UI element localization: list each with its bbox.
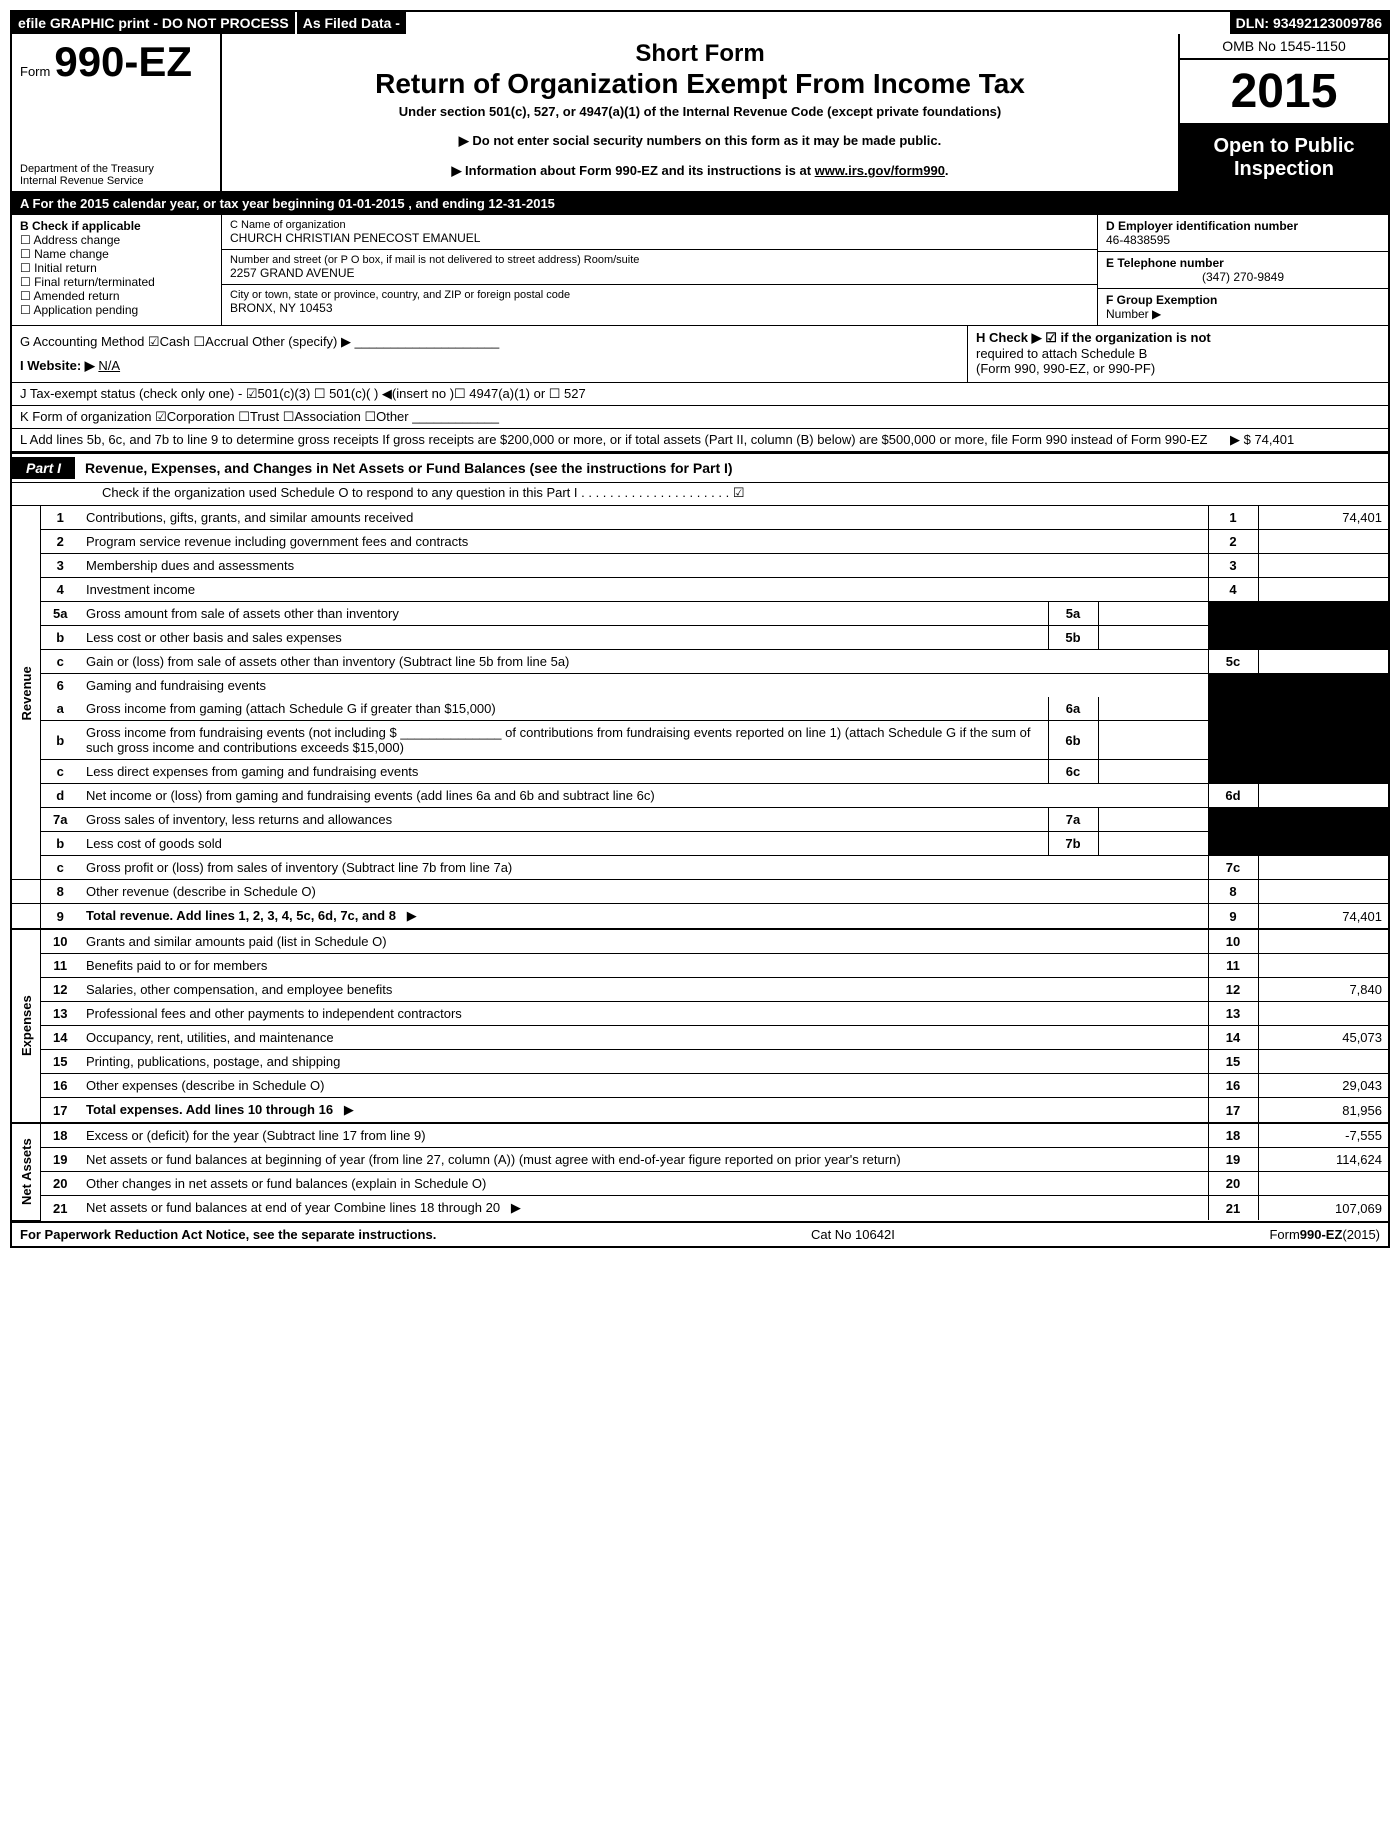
chk-pending[interactable]: Application pending xyxy=(20,303,213,317)
section-d: D Employer identification number 46-4838… xyxy=(1098,215,1388,325)
netassets-side-label: Net Assets xyxy=(12,1123,40,1220)
row-l: L Add lines 5b, 6c, and 7b to line 9 to … xyxy=(12,429,1388,452)
tax-year: 2015 xyxy=(1180,60,1388,125)
line-1-value: 74,401 xyxy=(1258,506,1388,530)
row-j: J Tax-exempt status (check only one) - ☑… xyxy=(12,383,1388,406)
ein-label: D Employer identification number xyxy=(1106,219,1298,233)
line-17-value: 81,956 xyxy=(1258,1098,1388,1124)
street-label: Number and street (or P O box, if mail i… xyxy=(230,254,1089,266)
header-mid: Short Form Return of Organization Exempt… xyxy=(222,34,1178,191)
part1-sub: Check if the organization used Schedule … xyxy=(12,483,1388,506)
dept-treasury: Department of the Treasury xyxy=(20,163,212,175)
line-21-value: 107,069 xyxy=(1258,1196,1388,1221)
top-bar: efile GRAPHIC print - DO NOT PROCESS As … xyxy=(12,12,1388,34)
section-bcd: B Check if applicable Address change Nam… xyxy=(12,215,1388,326)
subtitle: Under section 501(c), 527, or 4947(a)(1)… xyxy=(232,104,1168,119)
irs-link[interactable]: www.irs.gov/form990 xyxy=(815,163,945,178)
row-k: K Form of organization ☑Corporation ☐Tru… xyxy=(12,406,1388,429)
row-g: G Accounting Method ☑Cash ☐Accrual Other… xyxy=(20,330,959,354)
chk-name[interactable]: Name change xyxy=(20,247,213,261)
line-14-value: 45,073 xyxy=(1258,1026,1388,1050)
notice-1: ▶ Do not enter social security numbers o… xyxy=(232,133,1168,149)
row-l-amount: ▶ $ 74,401 xyxy=(1220,432,1380,448)
row-gh: G Accounting Method ☑Cash ☐Accrual Other… xyxy=(12,326,1388,383)
line-19-value: 114,624 xyxy=(1258,1148,1388,1172)
street: 2257 GRAND AVENUE xyxy=(230,266,1089,280)
footer-mid: Cat No 10642I xyxy=(811,1227,895,1242)
asfiled-label: As Filed Data - xyxy=(297,12,408,34)
line-12-value: 7,840 xyxy=(1258,978,1388,1002)
form-container: efile GRAPHIC print - DO NOT PROCESS As … xyxy=(10,10,1390,1248)
section-b: B Check if applicable Address change Nam… xyxy=(12,215,222,325)
form-footer: For Paperwork Reduction Act Notice, see … xyxy=(12,1221,1388,1246)
line-18-value: -7,555 xyxy=(1258,1123,1388,1148)
chk-initial[interactable]: Initial return xyxy=(20,261,213,275)
row-h: H Check ▶ ☑ if the organization is not r… xyxy=(968,326,1388,382)
footer-right: Form990-EZ(2015) xyxy=(1269,1227,1380,1242)
part1-title: Revenue, Expenses, and Changes in Net As… xyxy=(85,460,733,476)
notice-2: ▶ Information about Form 990-EZ and its … xyxy=(232,163,1168,179)
city: BRONX, NY 10453 xyxy=(230,301,1089,315)
chk-amended[interactable]: Amended return xyxy=(20,289,213,303)
header-left: Form 990-EZ Department of the Treasury I… xyxy=(12,34,222,191)
footer-left: For Paperwork Reduction Act Notice, see … xyxy=(20,1227,436,1242)
omb-number: OMB No 1545-1150 xyxy=(1180,34,1388,60)
org-name: CHURCH CHRISTIAN PENECOST EMANUEL xyxy=(230,231,1089,245)
line-9-value: 74,401 xyxy=(1258,904,1388,930)
open-public: Open to Public Inspection xyxy=(1180,125,1388,191)
telephone: (347) 270-9849 xyxy=(1106,270,1380,284)
lines-table: Revenue 1 Contributions, gifts, grants, … xyxy=(12,506,1388,1221)
form-word: Form xyxy=(20,64,50,79)
group-label: F Group Exemption xyxy=(1106,293,1217,307)
website-value: N/A xyxy=(98,358,120,373)
efile-notice: efile GRAPHIC print - DO NOT PROCESS xyxy=(12,12,297,34)
revenue-side-label: Revenue xyxy=(12,506,40,880)
city-label: City or town, state or province, country… xyxy=(230,289,1089,301)
form-header: Form 990-EZ Department of the Treasury I… xyxy=(12,34,1388,193)
form-number: 990-EZ xyxy=(54,38,192,86)
title-short: Short Form xyxy=(232,40,1168,68)
row-a: A For the 2015 calendar year, or tax yea… xyxy=(12,193,1388,215)
title-main: Return of Organization Exempt From Incom… xyxy=(232,68,1168,100)
row-i: I Website: ▶ N/A xyxy=(20,354,959,378)
section-c: C Name of organization CHURCH CHRISTIAN … xyxy=(222,215,1098,325)
dln: DLN: 93492123009786 xyxy=(1230,12,1388,34)
tel-label: E Telephone number xyxy=(1106,256,1224,270)
group-number: Number ▶ xyxy=(1106,307,1161,321)
expenses-side-label: Expenses xyxy=(12,929,40,1123)
org-name-label: C Name of organization xyxy=(230,219,1089,231)
chk-address[interactable]: Address change xyxy=(20,233,213,247)
line-1-desc: Contributions, gifts, grants, and simila… xyxy=(80,506,1208,530)
header-right: OMB No 1545-1150 2015 Open to Public Ins… xyxy=(1178,34,1388,191)
dept-irs: Internal Revenue Service xyxy=(20,175,212,187)
chk-final[interactable]: Final return/terminated xyxy=(20,275,213,289)
line-16-value: 29,043 xyxy=(1258,1074,1388,1098)
part1-header: Part I Revenue, Expenses, and Changes in… xyxy=(12,452,1388,483)
part1-label: Part I xyxy=(12,457,75,479)
ein: 46-4838595 xyxy=(1106,233,1170,247)
